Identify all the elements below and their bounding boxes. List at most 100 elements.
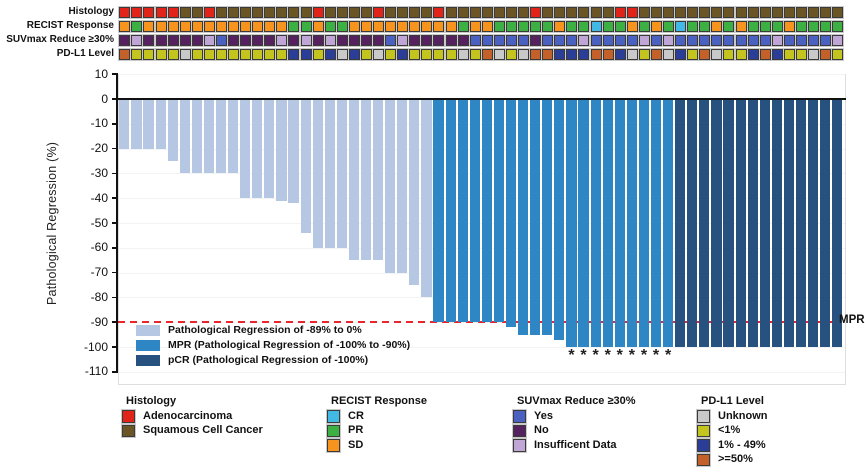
annotation-row-label-suvmax: SUVmax Reduce ≥30% — [6, 33, 114, 45]
legend-item-label: No — [534, 424, 549, 437]
bar — [566, 99, 577, 347]
plot-legend-label: pCR (Pathological Regression of -100%) — [168, 353, 369, 366]
annotation-cell — [663, 35, 675, 46]
annotation-cell — [155, 49, 167, 60]
annotation-cell — [324, 49, 336, 60]
annotation-cell — [360, 21, 372, 32]
annotation-cell — [566, 49, 578, 60]
annotation-cell — [638, 35, 650, 46]
annotation-cell — [252, 49, 264, 60]
bar — [167, 99, 178, 161]
legend-swatch — [697, 410, 710, 423]
annotation-cell — [288, 35, 300, 46]
bar — [397, 99, 408, 273]
bar — [288, 99, 299, 204]
annotation-cell — [203, 49, 215, 60]
annotation-cell — [771, 35, 783, 46]
annotation-cell — [324, 35, 336, 46]
bar — [554, 99, 565, 340]
annotation-cell — [820, 35, 832, 46]
bar — [735, 99, 746, 347]
bar — [469, 99, 480, 323]
bar — [699, 99, 710, 347]
annotation-cell — [650, 49, 662, 60]
annotation-cell — [373, 49, 385, 60]
annotation-cell — [795, 21, 807, 32]
bar — [336, 99, 347, 248]
annotation-row-label-pdl1: PD-L1 Level — [56, 47, 114, 59]
y-tick-label: -20 — [90, 141, 108, 156]
plot-legend-swatch — [136, 355, 160, 366]
annotation-cell — [711, 7, 723, 18]
annotation-cell — [481, 35, 493, 46]
annotation-cell — [300, 7, 312, 18]
bar — [759, 99, 770, 347]
bar — [493, 99, 505, 323]
annotation-row-label-recist: RECIST Response — [26, 19, 114, 31]
annotation-cell — [554, 35, 566, 46]
annotation-cell — [481, 7, 493, 18]
legend-item-label: 1% - 49% — [718, 438, 766, 451]
annotation-cell — [203, 35, 215, 46]
annotation-cell — [215, 21, 227, 32]
bar — [687, 99, 698, 347]
annotation-cell — [348, 21, 360, 32]
annotation-cell — [795, 35, 807, 46]
annotation-cell — [493, 49, 505, 60]
annotation-cell — [614, 7, 626, 18]
y-axis-title: Pathological Regression (%) — [45, 141, 59, 305]
annotation-cell — [385, 49, 397, 60]
annotation-cell — [518, 49, 530, 60]
annotation-cell — [638, 49, 650, 60]
annotation-cell — [699, 35, 711, 46]
annotation-cell — [783, 49, 795, 60]
annotation-cell — [699, 49, 711, 60]
zero-axis-line — [118, 97, 846, 101]
annotation-cell — [566, 35, 578, 46]
annotation-cell — [505, 35, 517, 46]
annotation-cell — [228, 7, 240, 18]
annotation-cell — [215, 49, 227, 60]
annotation-cell — [578, 35, 590, 46]
y-tick-mark — [111, 98, 118, 100]
annotation-cell — [675, 49, 687, 60]
bar — [518, 99, 529, 335]
annotation-cell — [143, 7, 155, 18]
annotation-cell — [421, 49, 433, 60]
annotation-cell — [602, 7, 614, 18]
annotation-cell — [445, 35, 457, 46]
annotation-cell — [373, 21, 385, 32]
annotation-cell — [252, 21, 264, 32]
annotation-cell — [203, 7, 215, 18]
legend-group-title: RECIST Response — [331, 395, 427, 407]
annotation-cell — [421, 35, 433, 46]
annotation-cell — [735, 49, 747, 60]
annotation-cell — [240, 7, 252, 18]
annotation-cell — [771, 49, 783, 60]
annotation-cell — [276, 7, 288, 18]
annotation-cell — [832, 7, 844, 18]
bar — [348, 99, 360, 261]
annotation-cell — [167, 7, 179, 18]
annotation-cell — [397, 21, 409, 32]
annotation-cell — [240, 49, 252, 60]
legend-item-label: Squamous Cell Cancer — [143, 424, 263, 437]
bar — [711, 99, 722, 347]
significance-asterisk: * — [616, 347, 623, 364]
annotation-cell — [530, 7, 542, 18]
annotation-cell — [687, 49, 699, 60]
bar — [723, 99, 734, 347]
annotation-cell — [167, 21, 179, 32]
annotation-cell — [433, 49, 445, 60]
gridline — [119, 371, 845, 373]
annotation-cell — [832, 49, 844, 60]
annotation-cell — [505, 21, 517, 32]
bar — [445, 99, 456, 323]
annotation-cell — [457, 49, 469, 60]
annotation-cell — [228, 21, 240, 32]
legend-swatch — [122, 410, 135, 423]
y-tick-mark — [111, 123, 118, 125]
legend-swatch — [513, 424, 526, 438]
annotation-cell — [143, 49, 155, 60]
annotation-cell — [638, 21, 650, 32]
